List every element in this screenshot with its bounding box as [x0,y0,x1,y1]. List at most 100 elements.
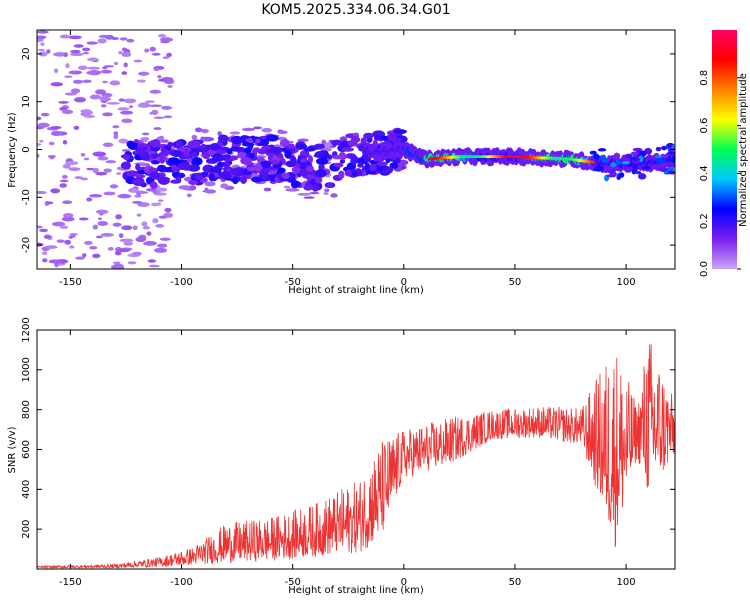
spectral-blob [74,97,86,103]
spectral-blob [102,112,113,117]
spectral-blob [133,59,143,63]
spectral-blob [156,164,167,173]
spectral-blob [323,188,330,193]
spectral-blob [246,166,256,172]
spectral-blob [61,109,74,115]
spectral-blob [311,184,320,192]
spectral-blob [216,161,225,168]
spectral-blob [92,224,99,230]
spectral-blob [71,235,76,238]
spectral-blob [125,170,139,177]
spectral-blob [326,182,333,188]
spectral-blob [92,151,107,157]
spectral-blob [260,160,272,169]
spectral-blob [100,69,113,74]
spectral-blob [87,69,102,76]
spectral-blob [288,143,295,149]
spectral-blob [655,157,666,164]
spectral-blob [615,160,622,166]
spectral-blob [303,184,314,191]
x-tick-label: 50 [509,277,522,288]
spectral-blob [164,207,172,213]
y-tick-label: 1000 [21,357,32,382]
spectral-blob [37,190,47,195]
colorbar-tick-label: 0.8 [699,70,710,86]
spectral-blob [149,46,157,52]
spectral-blob [589,150,597,155]
spectral-blob [41,258,48,263]
spectral-blob [229,131,241,135]
spectral-blob [248,152,255,159]
colorbar: 0.0 0.2 0.4 0.6 0.8 Normalized spectral ampl… [699,30,749,277]
spectral-blob [102,80,108,84]
spectral-blob [45,245,58,249]
spectral-blob [217,149,227,155]
spectral-blob [166,52,172,58]
x-tick-label: 100 [617,577,636,588]
spectral-blob [339,136,348,142]
spectral-blob [240,175,248,184]
spectral-blob [40,112,50,117]
spectral-blob [137,71,150,76]
spectral-blob [305,165,314,172]
spectral-blob [68,167,81,172]
spectral-blob [37,116,42,121]
spectral-blob [116,172,122,176]
spectral-blob [369,164,378,172]
spectral-blob [59,34,71,39]
spectral-blob [200,128,209,134]
spectral-blob [160,147,168,153]
spectral-blob [103,168,112,173]
spectral-blob [119,37,128,41]
spectral-blob [118,233,124,239]
spectral-blob [95,209,109,214]
spectral-blob [106,102,120,105]
spectral-blob [100,104,107,108]
spectral-blob [149,104,163,107]
spectral-blob [291,183,299,189]
spectral-blob [307,155,313,164]
spectral-blob [330,193,338,198]
spectral-blob [152,218,159,224]
spectral-blob [661,145,667,151]
spectral-blob [49,155,54,160]
spectral-blob [121,225,133,231]
spectral-blob [120,110,134,115]
spectral-blob [158,215,168,219]
y-tick-label: 20 [21,48,32,61]
spectral-blob [96,235,103,239]
spectral-blob [92,167,99,174]
spectral-blob [62,164,71,169]
spectral-blob [113,61,118,66]
spectral-blob [48,141,55,146]
spectral-blob [277,130,288,135]
spectral-blob [128,105,134,109]
spectral-blob [83,157,90,161]
spectral-blob [37,143,42,146]
spectral-blob [645,155,655,160]
spectral-blob [62,200,73,205]
spectral-blob [655,155,663,159]
spectral-blob [63,212,74,219]
spectral-blob [69,49,81,54]
spectral-blob [309,191,320,195]
spectral-blob [261,127,273,133]
spectral-blob [263,187,272,192]
spectral-blob [316,157,329,166]
spectral-blob [135,163,141,171]
spectral-blob [333,162,344,168]
spectral-blob [113,131,119,135]
spectral-blob [72,79,84,84]
spectral-blob [314,176,323,184]
spectral-blob [148,264,160,268]
spectral-blob [113,261,121,265]
spectral-blob [655,146,662,152]
spectral-blob [37,35,47,40]
spectral-blob [102,142,114,148]
spectral-blob [289,140,294,144]
spectral-blob [80,153,86,157]
spectral-blob [120,161,132,170]
spectral-blob [178,185,191,190]
spectral-blob [399,159,407,167]
spectral-blob [667,170,675,175]
